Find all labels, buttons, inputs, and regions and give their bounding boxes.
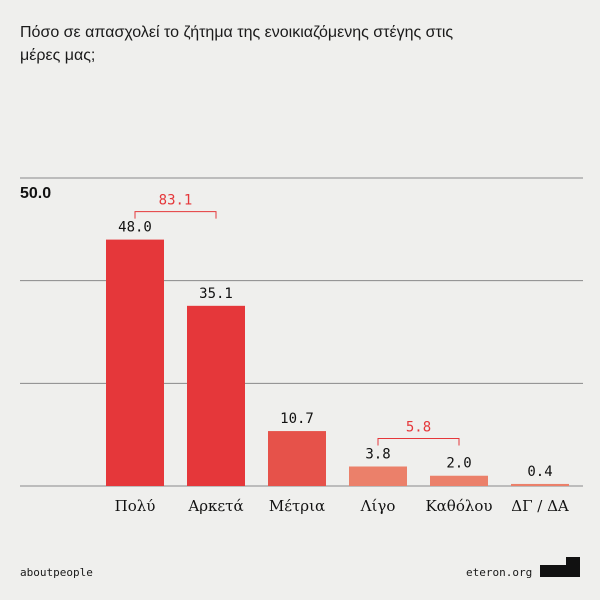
group-bracket (134, 211, 217, 219)
category-label: Καθόλου (425, 497, 492, 515)
category-label: Μέτρια (269, 497, 325, 515)
category-label: Πολύ (115, 497, 156, 515)
data-label: 10.7 (280, 411, 314, 427)
category-label: Λίγο (360, 497, 396, 515)
data-label: 48.0 (118, 220, 152, 236)
bar-3 (268, 431, 326, 486)
bar-1 (106, 239, 164, 486)
data-label: 0.4 (527, 464, 552, 480)
bracket-label: 5.8 (406, 419, 431, 435)
category-label: Αρκετά (187, 497, 243, 515)
chart-title: Πόσο σε απασχολεί το ζήτημα της ενοικιαζ… (20, 24, 454, 64)
source-label: aboutpeople (20, 566, 93, 579)
y-tick-label: 50.0 (20, 185, 51, 202)
data-label: 2.0 (446, 456, 471, 472)
data-label: 3.8 (365, 446, 390, 462)
bar-6 (511, 483, 569, 486)
eteron-logo-icon (540, 557, 580, 577)
bracket-label: 83.1 (159, 193, 193, 209)
group-bracket (377, 437, 460, 446)
category-label: ΔΓ / ΔΑ (511, 497, 569, 515)
site-label: eteron.org (466, 566, 533, 579)
bar-2 (187, 305, 245, 486)
data-label: 35.1 (199, 286, 233, 302)
bar-4 (349, 466, 407, 486)
bar-5 (430, 475, 488, 486)
